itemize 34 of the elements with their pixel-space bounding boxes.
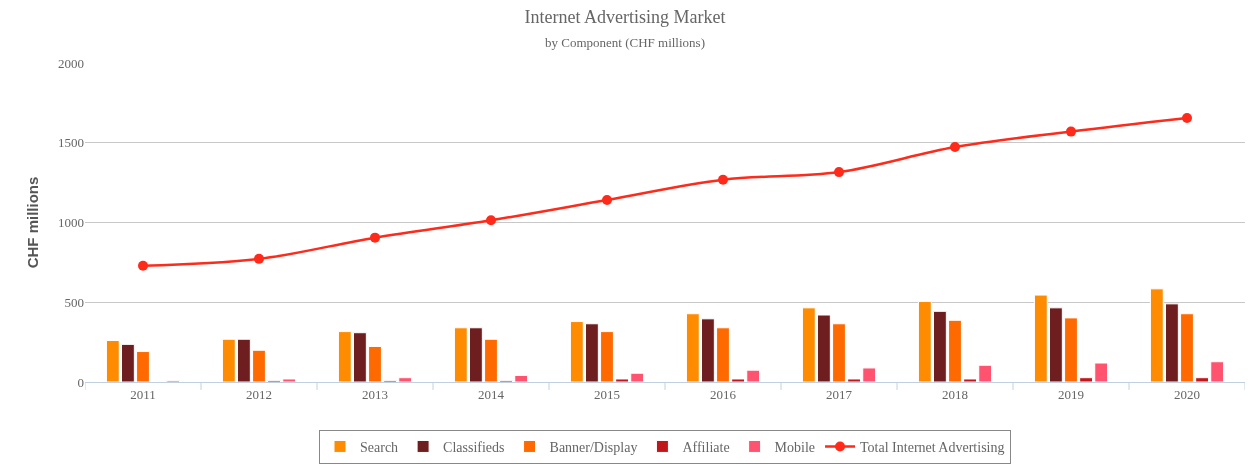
y-tick-label: 0 bbox=[77, 374, 84, 390]
point bbox=[950, 142, 960, 153]
point bbox=[1066, 126, 1076, 137]
point bbox=[834, 167, 844, 178]
x-tick-label: 2018 bbox=[942, 386, 968, 402]
y-tick-label: 1000 bbox=[58, 215, 84, 231]
legend-label: Classifieds bbox=[443, 439, 505, 455]
point bbox=[1182, 113, 1192, 124]
point bbox=[370, 232, 380, 243]
x-tick-label: 2011 bbox=[130, 386, 156, 402]
point bbox=[602, 195, 612, 206]
legend-label: Total Internet Advertising bbox=[860, 439, 1005, 455]
legend-label: Search bbox=[360, 439, 399, 455]
y-tick-label: 500 bbox=[64, 294, 84, 310]
point bbox=[718, 174, 728, 185]
chart-subtitle: by Component (CHF millions) bbox=[545, 34, 705, 50]
point bbox=[254, 253, 264, 264]
x-tick-label: 2012 bbox=[246, 386, 272, 402]
chart-title: Internet Advertising Market bbox=[524, 7, 726, 28]
point bbox=[486, 215, 496, 226]
legend-label: Affiliate bbox=[682, 439, 730, 455]
x-tick-label: 2013 bbox=[362, 386, 388, 402]
y-tick-label: 1500 bbox=[58, 135, 84, 151]
x-tick-label: 2019 bbox=[1058, 386, 1084, 402]
x-tick-label: 2017 bbox=[826, 386, 853, 402]
x-tick-label: 2015 bbox=[594, 386, 620, 402]
legend-label: Banner/Display bbox=[549, 439, 638, 455]
y-axis-title: CHF millions bbox=[24, 176, 42, 269]
legend-label: Mobile bbox=[774, 439, 816, 455]
x-tick-label: 2020 bbox=[1174, 386, 1200, 402]
point bbox=[138, 260, 148, 271]
x-tick-label: 2014 bbox=[478, 386, 505, 402]
y-tick-label: 2000 bbox=[58, 55, 84, 71]
x-tick-label: 2016 bbox=[710, 386, 737, 402]
